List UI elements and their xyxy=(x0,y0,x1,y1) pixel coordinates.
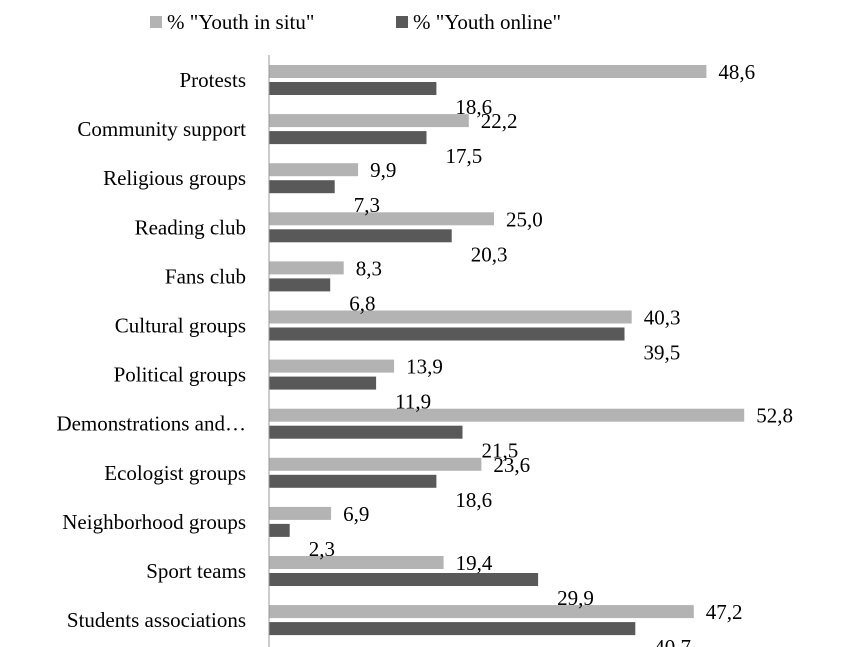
bar-online xyxy=(269,425,463,439)
data-label-in-situ: 6,9 xyxy=(343,502,369,526)
data-label-in-situ: 22,2 xyxy=(481,109,518,133)
value-labels: 48,618,622,217,59,97,325,020,38,36,840,3… xyxy=(309,60,793,647)
data-label-in-situ: 13,9 xyxy=(406,355,443,379)
legend-label-online: % "Youth online" xyxy=(413,10,561,34)
category-label: Reading club xyxy=(135,215,246,239)
category-label: Students associations xyxy=(67,608,246,632)
data-label-in-situ: 23,6 xyxy=(493,453,530,477)
data-label-in-situ: 25,0 xyxy=(506,207,543,231)
bars xyxy=(269,65,745,636)
bar-in-situ xyxy=(269,114,469,128)
bar-online xyxy=(269,474,437,488)
category-label: Political groups xyxy=(114,363,246,387)
bar-in-situ xyxy=(269,457,482,471)
data-label-in-situ: 48,6 xyxy=(718,60,755,84)
data-label-in-situ: 8,3 xyxy=(356,256,382,280)
data-label-online: 29,9 xyxy=(557,586,594,610)
data-label-online: 40,7 xyxy=(654,635,691,647)
category-label: Fans club xyxy=(165,264,246,288)
legend-swatch-online xyxy=(396,16,408,28)
data-label-in-situ: 47,2 xyxy=(706,600,743,624)
category-label: Protests xyxy=(179,68,246,92)
data-label-in-situ: 40,3 xyxy=(644,306,681,330)
data-label-online: 18,6 xyxy=(455,95,492,119)
data-label-online: 6,8 xyxy=(349,291,375,315)
bar-in-situ xyxy=(269,506,332,520)
category-label: Cultural groups xyxy=(115,314,246,338)
category-label: Sport teams xyxy=(146,559,246,583)
bar-in-situ xyxy=(269,65,707,78)
data-label-online: 7,3 xyxy=(354,193,380,217)
bar-in-situ xyxy=(269,310,632,324)
bar-online xyxy=(269,131,427,145)
bar-online xyxy=(269,229,452,243)
data-label-online: 11,9 xyxy=(395,390,431,414)
bar-in-situ xyxy=(269,163,359,177)
category-label: Neighborhood groups xyxy=(62,510,246,534)
data-label-online: 39,5 xyxy=(644,341,681,365)
data-label-in-situ: 19,4 xyxy=(456,551,493,575)
legend-swatch-in-situ xyxy=(150,16,162,28)
data-label-online: 18,6 xyxy=(455,488,492,512)
data-label-online: 21,5 xyxy=(482,439,519,463)
legend: % "Youth in situ" % "Youth online" xyxy=(150,10,561,34)
data-label-online: 2,3 xyxy=(309,537,335,561)
bar-online xyxy=(269,82,437,95)
bar-in-situ xyxy=(269,556,444,569)
bar-online xyxy=(269,573,539,586)
bar-online xyxy=(269,523,290,537)
category-label: Ecologist groups xyxy=(104,461,246,485)
bar-online xyxy=(269,278,331,292)
bar-online xyxy=(269,327,625,341)
bar-in-situ xyxy=(269,605,694,619)
bar-in-situ xyxy=(269,212,494,226)
data-label-in-situ: 9,9 xyxy=(370,158,396,182)
category-label: Community support xyxy=(77,117,246,141)
category-labels: Protests Community support Religious group… xyxy=(56,68,246,632)
category-label: Demonstrations and… xyxy=(56,412,246,436)
bar-online xyxy=(269,376,377,390)
data-label-online: 20,3 xyxy=(471,242,508,266)
legend-label-in-situ: % "Youth in situ" xyxy=(167,10,314,34)
bar-in-situ xyxy=(269,261,344,275)
bar-in-situ xyxy=(269,408,745,422)
bar-online xyxy=(269,180,335,194)
bar-in-situ xyxy=(269,359,395,373)
category-label: Religious groups xyxy=(103,166,246,190)
data-label-online: 17,5 xyxy=(446,144,483,168)
data-label-in-situ: 52,8 xyxy=(756,404,793,428)
bar-online xyxy=(269,622,636,636)
